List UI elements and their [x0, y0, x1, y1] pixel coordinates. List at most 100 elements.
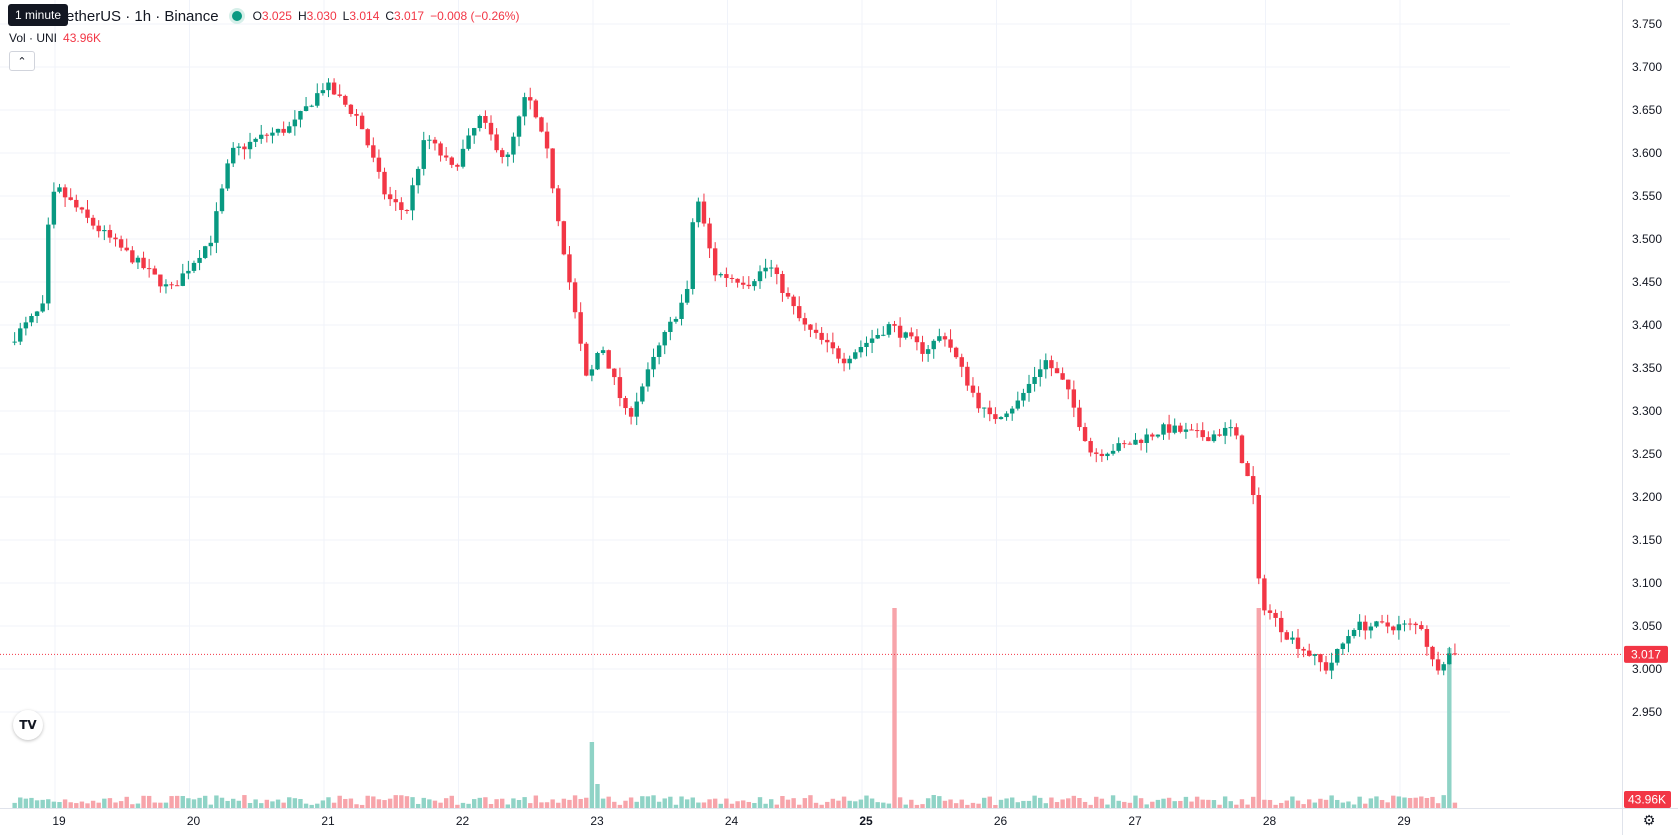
candle-body [1234, 427, 1239, 436]
volume-bar [1335, 799, 1340, 808]
settings-gear-icon[interactable]: ⚙ [1642, 813, 1656, 829]
volume-bar [1391, 795, 1396, 808]
candle-body [371, 145, 376, 158]
price-axis[interactable]: 3.750 3.700 3.650 3.600 3.550 3.500 3.450 3.400… [1632, 17, 1662, 719]
time-axis[interactable]: 19 20 21 22 23 24 25 26 27 28 29 [52, 814, 1411, 828]
volume-bar [253, 799, 258, 808]
time-tick-label: 26 [994, 814, 1008, 828]
candle-body [1329, 662, 1334, 671]
last-price-badge-text: 3.017 [1631, 647, 1661, 661]
candle-body [303, 106, 309, 111]
volume-bar [853, 801, 858, 808]
collapse-legend-button[interactable]: ⌃ [9, 51, 35, 71]
tradingview-logo-icon[interactable]: TV [13, 710, 43, 740]
candle-body [331, 82, 337, 95]
volume-bar [449, 795, 454, 808]
volume-bar [953, 803, 959, 808]
candle-body [275, 128, 281, 133]
candle-body [292, 119, 298, 127]
volume-bar [477, 797, 482, 808]
volume-bar [858, 799, 864, 808]
volume-bar [1346, 801, 1351, 808]
volume-bar [174, 795, 180, 808]
axis-badges: 3.017 43.96K [1624, 645, 1671, 808]
time-tick-label: 28 [1263, 814, 1277, 828]
candle-body [785, 292, 791, 297]
candle-body [348, 104, 354, 114]
volume-bar [455, 804, 460, 808]
volume-bar [393, 795, 398, 808]
volume-bar [410, 797, 415, 808]
candle-body [1200, 430, 1205, 438]
volume-bar [1228, 801, 1233, 808]
volume-bar [365, 795, 370, 808]
candle-body [85, 209, 90, 218]
volume-bar [785, 799, 791, 808]
volume-bar [942, 800, 948, 808]
candle-body [1419, 625, 1424, 630]
price-tick-label: 3.450 [1632, 275, 1662, 289]
volume-bar [12, 802, 17, 808]
candle-body [236, 146, 242, 148]
time-tick-label: 24 [725, 814, 739, 828]
candle-body [589, 369, 595, 376]
candle-body [376, 157, 382, 172]
candle-body [606, 350, 611, 369]
volume-bar [578, 798, 583, 808]
volume-bar [90, 800, 96, 808]
candle-body [528, 97, 533, 101]
volume-bar [51, 801, 57, 808]
candle-body [1133, 439, 1138, 445]
candle-body [875, 334, 880, 339]
volume-bar [595, 784, 600, 808]
candle-body [118, 239, 124, 248]
symbol-legend: etherUS · 1h · Binance O3.025 H3.030 L3.… [8, 6, 519, 26]
volume-bar [752, 803, 757, 808]
volume-bar [813, 802, 819, 808]
candle-body [763, 267, 768, 272]
candle-body [1166, 424, 1172, 433]
candle-body [315, 93, 320, 106]
candle-body [1250, 476, 1256, 496]
volume-bar [1351, 804, 1357, 808]
volume-bar [303, 803, 309, 808]
volume-bar [1318, 798, 1323, 808]
volume-bar [735, 801, 740, 808]
price-tick-label: 3.150 [1632, 533, 1662, 547]
candle-body [455, 164, 460, 167]
close-value: C3.017 [385, 9, 425, 23]
volume-bar [1150, 801, 1155, 808]
candle-body [600, 350, 606, 354]
candle-body [1066, 379, 1071, 390]
volume-bar [1144, 804, 1149, 808]
candle-body [1284, 632, 1289, 640]
price-tick-label: 3.700 [1632, 60, 1662, 74]
volume-bar [270, 801, 275, 808]
volume-bar [589, 742, 595, 808]
volume-bar [1290, 796, 1295, 808]
candle-body [1357, 621, 1362, 630]
volume-bar [897, 797, 903, 808]
price-tick-label: 3.400 [1632, 318, 1662, 332]
volume-bar [1424, 797, 1430, 808]
volume-bar [556, 802, 561, 808]
chevron-up-icon: ⌃ [17, 55, 27, 68]
candle-body [1379, 621, 1385, 623]
volume-bar [191, 799, 197, 808]
candle-body [393, 199, 398, 203]
candle-body [1155, 434, 1161, 437]
volume-bar [264, 799, 270, 808]
candle-body [684, 288, 690, 303]
volume-bar [1217, 804, 1222, 808]
volume-bar [460, 802, 466, 808]
volume-bar [1256, 608, 1261, 808]
candle-body [449, 157, 454, 165]
price-tick-label: 3.650 [1632, 103, 1662, 117]
candle-body [443, 155, 449, 158]
symbol-title[interactable]: etherUS · 1h · Binance [66, 7, 219, 25]
candle-body [1267, 610, 1273, 613]
volume-bar [920, 804, 925, 808]
candle-body [51, 191, 57, 225]
volume-bar [1026, 800, 1032, 808]
